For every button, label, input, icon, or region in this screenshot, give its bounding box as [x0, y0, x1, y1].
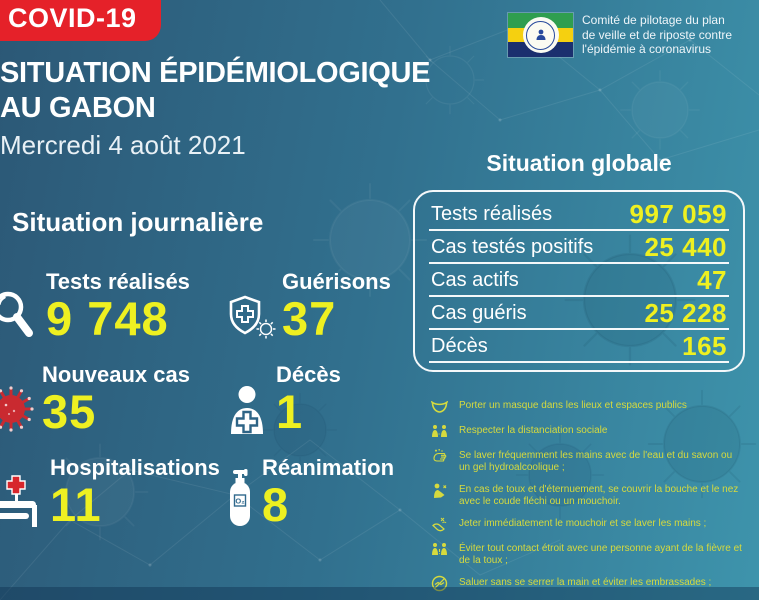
row-label: Cas actifs	[431, 269, 519, 291]
mask-icon	[431, 400, 448, 413]
measure-text: Porter un masque dans les lieux et espac…	[459, 400, 687, 411]
stat-deces: Décès 1	[226, 343, 426, 436]
measure-text: Jeter immédiatement le mouchoir et se la…	[459, 518, 707, 529]
daily-section-heading: Situation journalière	[12, 207, 264, 237]
stat-value: 37	[282, 292, 337, 345]
hand-washing-icon	[433, 449, 447, 462]
gabon-seal-icon	[522, 17, 559, 53]
seal-figure-icon	[536, 29, 545, 40]
row-value: 47	[697, 265, 727, 295]
stat-label: Réanimation	[262, 455, 395, 480]
prevention-measures-list: Porter un masque dans les lieux et espac…	[431, 398, 745, 600]
list-item: En cas de toux et d'éternuement, se couv…	[431, 482, 745, 508]
list-item: Éviter tout contact étroit avec une pers…	[431, 541, 745, 567]
measure-text: En cas de toux et d'éternuement, se couv…	[459, 484, 739, 507]
social-distancing-icon	[432, 425, 447, 437]
table-row: Cas actifs 47	[415, 264, 743, 297]
cough-elbow-icon	[434, 483, 447, 498]
row-value: 25 228	[644, 298, 727, 328]
row-value: 25 440	[644, 232, 727, 262]
stat-label: Décès	[276, 362, 341, 387]
avoid-contact-icon	[432, 543, 447, 555]
list-item: Jeter immédiatement le mouchoir et se la…	[431, 516, 745, 533]
row-value: 997 059	[629, 199, 727, 229]
magnifier-icon	[0, 287, 40, 341]
tissue-disposal-icon	[432, 517, 447, 532]
table-row: Cas guéris 25 228	[415, 297, 743, 330]
title-line-2: AU GABON	[0, 92, 156, 124]
stat-nouveaux-cas: Nouveaux cas 35	[0, 343, 226, 436]
stat-hospitalisations: Hospitalisations 11	[0, 436, 226, 529]
oxygen-tank-label: O₂	[235, 497, 244, 506]
stat-label: Tests réalisés	[46, 269, 190, 294]
stat-value: 9 748	[46, 292, 169, 345]
global-section-heading: Situation globale	[486, 150, 672, 176]
shield-cross-virus-icon	[226, 291, 276, 341]
stat-tests: Tests réalisés 9 748	[0, 250, 226, 343]
stat-guerisons: Guérisons 37	[226, 250, 426, 343]
committee-line: l'épidémie à coronavirus	[582, 42, 712, 56]
measure-text: Éviter tout contact étroit avec une pers…	[459, 543, 742, 566]
list-item: Porter un masque dans les lieux et espac…	[431, 398, 745, 415]
committee-text: Comité de pilotage du plan de veille et …	[582, 13, 732, 57]
person-cross-icon	[226, 384, 270, 434]
daily-stats-grid: Tests réalisés 9 748	[0, 250, 426, 529]
global-stats-table: Tests réalisés 997 059 Cas testés positi…	[413, 190, 745, 372]
row-label: Tests réalisés	[431, 203, 553, 225]
table-row: Décès 165	[415, 330, 743, 363]
stat-reanimation: O₂ Réanimation 8	[226, 436, 426, 529]
list-item: Se laver fréquemment les mains avec de l…	[431, 448, 745, 474]
bottom-strip	[0, 587, 759, 600]
covid-banner-label: COVID-19	[8, 3, 137, 33]
row-label: Décès	[431, 335, 488, 357]
measure-text: Saluer sans se serrer la main et éviter …	[459, 577, 712, 588]
header-committee: Comité de pilotage du plan de veille et …	[508, 13, 732, 58]
stat-value: 11	[50, 478, 102, 531]
row-value: 165	[682, 331, 727, 361]
hospital-bed-icon	[0, 473, 44, 527]
virus-icon	[0, 384, 36, 434]
stat-label: Hospitalisations	[50, 455, 220, 480]
title-date: Mercredi 4 août 2021	[0, 130, 246, 160]
oxygen-tank-icon: O₂	[226, 469, 256, 527]
list-item: Saluer sans se serrer la main et éviter …	[431, 575, 745, 592]
title-line-1: SITUATION ÉPIDÉMIOLOGIQUE	[0, 57, 431, 89]
row-label: Cas testés positifs	[431, 236, 594, 258]
stat-label: Nouveaux cas	[42, 362, 190, 387]
measure-text: Respecter la distanciation sociale	[459, 425, 608, 436]
covid-banner: COVID-19	[0, 0, 161, 41]
gabon-flag-logo	[508, 13, 573, 58]
table-row: Tests réalisés 997 059	[415, 198, 743, 231]
table-row: Cas testés positifs 25 440	[415, 231, 743, 264]
stat-value: 8	[262, 478, 290, 531]
row-label: Cas guéris	[431, 302, 527, 324]
stat-value: 35	[42, 385, 97, 438]
list-item: Respecter la distanciation sociale	[431, 423, 745, 440]
page-title: SITUATION ÉPIDÉMIOLOGIQUE AU GABON Mercr…	[0, 56, 431, 161]
committee-line: de veille et de riposte contre	[582, 27, 733, 42]
committee-line: Comité de pilotage du plan	[582, 13, 725, 27]
stat-value: 1	[276, 385, 304, 438]
no-handshake-icon	[431, 575, 448, 592]
measure-text: Se laver fréquemment les mains avec de l…	[459, 450, 733, 473]
stat-label: Guérisons	[282, 269, 391, 294]
